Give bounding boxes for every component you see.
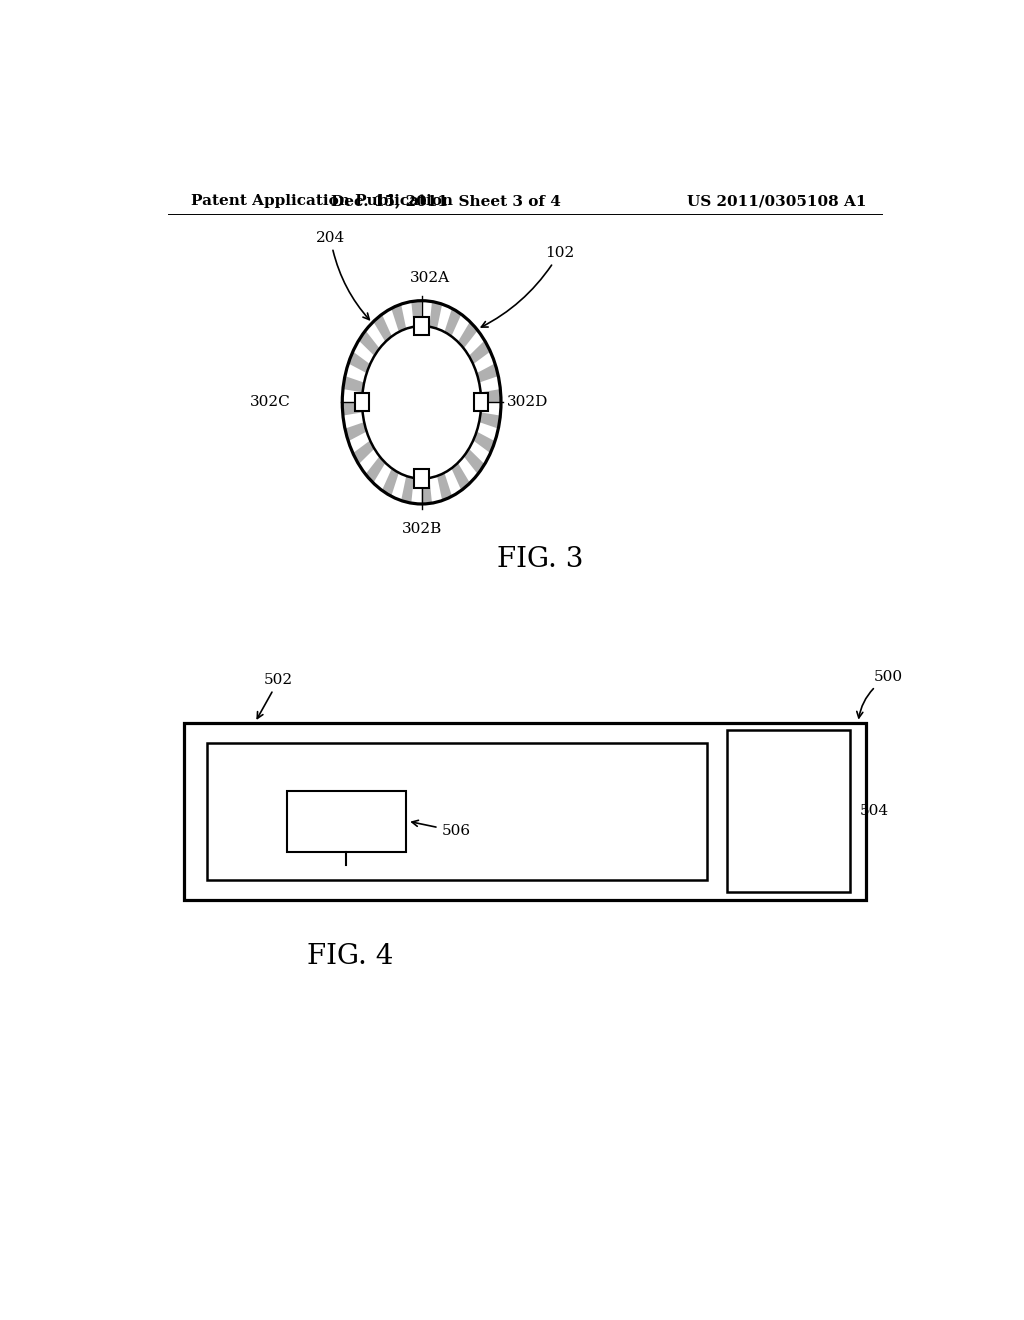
Text: Patent Application Publication: Patent Application Publication	[191, 194, 454, 209]
Wedge shape	[437, 473, 452, 500]
Wedge shape	[479, 412, 501, 429]
Wedge shape	[366, 457, 385, 483]
Text: 302A: 302A	[410, 272, 450, 285]
Text: 204: 204	[315, 231, 370, 319]
Text: 502: 502	[257, 673, 293, 718]
Wedge shape	[374, 314, 392, 342]
Circle shape	[362, 326, 481, 479]
Wedge shape	[473, 432, 495, 453]
Wedge shape	[444, 309, 462, 337]
Circle shape	[342, 301, 501, 504]
Wedge shape	[422, 478, 432, 504]
Text: Dec. 15, 2011  Sheet 3 of 4: Dec. 15, 2011 Sheet 3 of 4	[331, 194, 560, 209]
Wedge shape	[348, 351, 370, 374]
Wedge shape	[429, 301, 442, 329]
Text: FIG. 3: FIG. 3	[498, 546, 584, 573]
Bar	[287, 791, 406, 851]
Wedge shape	[476, 363, 499, 383]
Wedge shape	[358, 330, 380, 356]
Wedge shape	[480, 389, 501, 403]
Wedge shape	[469, 341, 490, 364]
Wedge shape	[342, 403, 362, 416]
Text: 302D: 302D	[507, 395, 549, 409]
Wedge shape	[401, 477, 414, 503]
Bar	[355, 393, 370, 412]
Text: 500: 500	[857, 669, 903, 718]
Text: FIG. 4: FIG. 4	[307, 942, 393, 970]
Bar	[727, 730, 850, 892]
Wedge shape	[458, 322, 478, 348]
Bar	[183, 722, 866, 900]
Text: 102: 102	[481, 246, 573, 327]
Wedge shape	[464, 449, 484, 474]
Wedge shape	[412, 301, 422, 327]
Bar	[415, 470, 429, 487]
Bar	[474, 393, 488, 412]
Bar	[207, 743, 708, 880]
Wedge shape	[382, 469, 399, 496]
Text: 504: 504	[860, 804, 889, 818]
Wedge shape	[391, 304, 407, 331]
Text: 506: 506	[412, 820, 471, 838]
Wedge shape	[345, 422, 367, 441]
Text: 302C: 302C	[250, 395, 291, 409]
Bar	[415, 317, 429, 335]
Wedge shape	[343, 376, 365, 392]
Wedge shape	[353, 441, 375, 465]
Text: US 2011/0305108 A1: US 2011/0305108 A1	[686, 194, 866, 209]
Text: 302B: 302B	[401, 523, 441, 536]
Wedge shape	[452, 463, 470, 490]
